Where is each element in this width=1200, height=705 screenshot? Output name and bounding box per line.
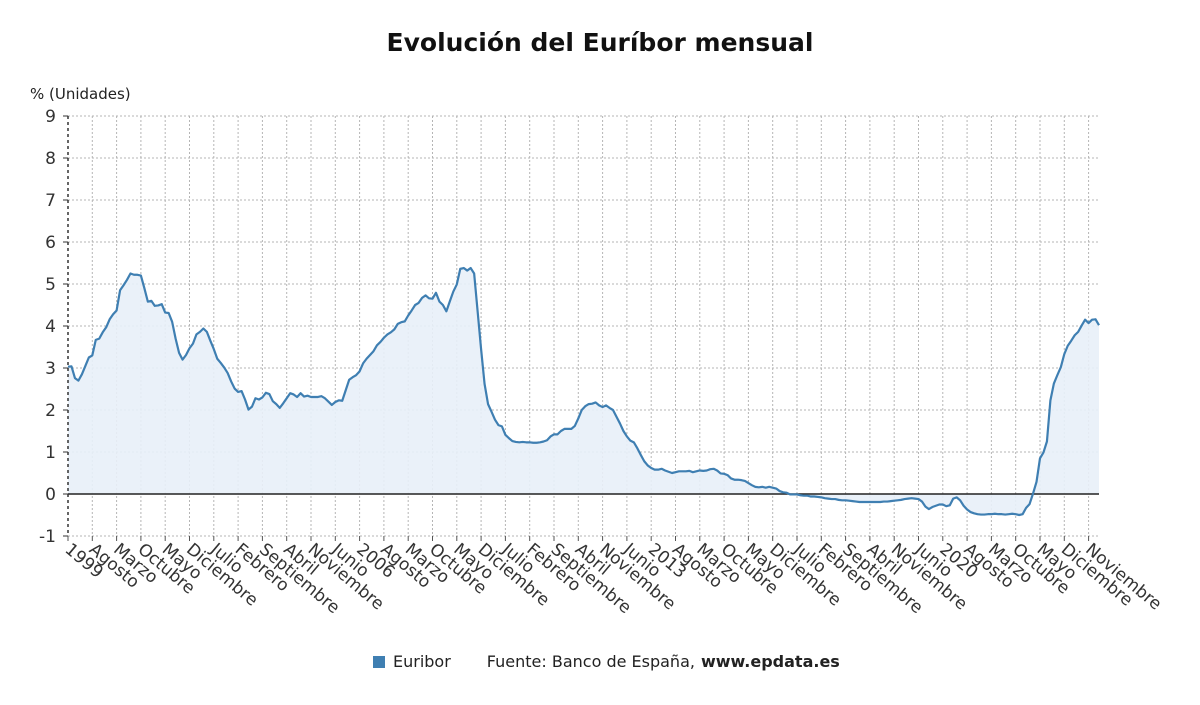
legend-series-name: Euribor: [393, 652, 451, 671]
y-tick-label: 0: [45, 485, 56, 505]
area-layer: [68, 268, 1099, 515]
chart-title: Evolución del Euríbor mensual: [386, 28, 814, 57]
y-tick-label: 3: [45, 359, 56, 379]
y-tick-label: -1: [39, 527, 56, 547]
y-tick-label: 5: [45, 275, 56, 295]
series-line: [67, 266, 1100, 517]
legend-swatch: [373, 655, 385, 668]
y-tick-label: 2: [45, 401, 56, 421]
y-tick-label: 4: [45, 317, 56, 337]
source-label: Fuente: Banco de España,: [486, 652, 695, 671]
x-tick-labels: 1999AgostoMarzoOctubreMayoDiciembreJulio…: [61, 539, 1166, 618]
y-tick-labels: -1 0 1 2 3 4 5 6 7 8 9: [39, 107, 56, 547]
y-tick-label: 6: [45, 233, 56, 253]
y-tick-label: 7: [45, 191, 56, 211]
legend: Euribor Fuente: Banco de España, www.epd…: [373, 652, 840, 671]
axis-layer: [63, 115, 1090, 541]
y-tick-label: 1: [45, 443, 56, 463]
source-url[interactable]: www.epdata.es: [700, 652, 840, 671]
y-axis-unit-label: % (Unidades): [30, 85, 131, 103]
y-tick-label: 9: [45, 107, 56, 127]
series-line-layer: [67, 266, 1100, 517]
y-tick-label: 8: [45, 149, 56, 169]
series-area: [68, 268, 1099, 515]
